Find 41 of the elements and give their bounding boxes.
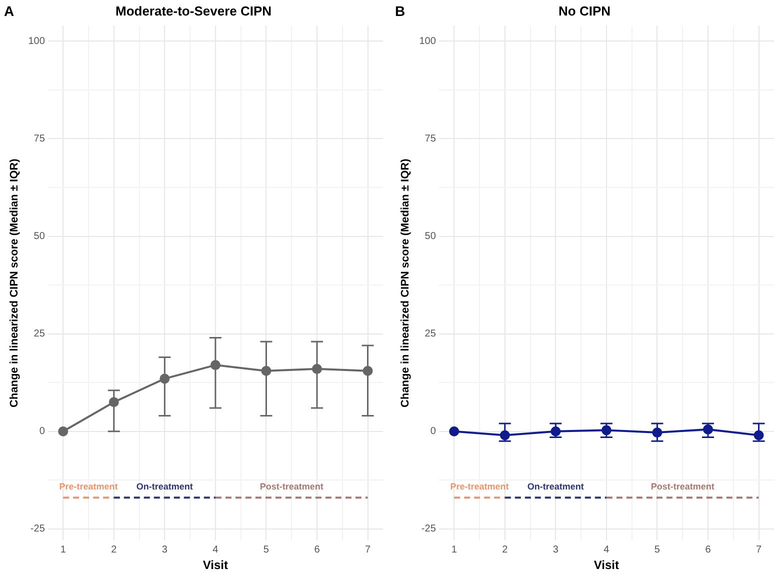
series-label: On-treatment	[527, 482, 584, 492]
y-tick-label: 25	[34, 328, 46, 340]
y-tick-label: 75	[424, 133, 436, 144]
y-axis-title: Change in linearized CIPN score (Median ± IQR)	[8, 158, 21, 408]
y-tick-label: 75	[34, 133, 46, 144]
x-tick-label: 6	[314, 544, 320, 556]
y-tick-label: 50	[34, 231, 46, 242]
text: B	[395, 3, 406, 19]
x-tick-label: 1	[451, 544, 458, 556]
y-tick-label: 100	[28, 36, 46, 47]
x-axis-title: Visit	[202, 558, 228, 572]
x-tick-label: 1	[60, 544, 66, 556]
y-tick-label: 50	[424, 231, 436, 242]
y-tick-label: 0	[39, 426, 46, 438]
x-tick-label: 6	[705, 544, 712, 556]
x-tick-label: 3	[552, 544, 559, 556]
x-tick-label: 4	[212, 544, 219, 556]
y-tick-label: -25	[30, 524, 46, 535]
y-tick-label: 0	[430, 426, 436, 438]
chart-title: Moderate-to-Severe CIPN	[115, 3, 272, 18]
text: A	[4, 3, 14, 19]
x-tick-label: 4	[604, 544, 610, 556]
series-label: Pre-treatment	[59, 482, 118, 492]
y-tick-label: 25	[424, 328, 436, 340]
x-tick-label: 5	[654, 544, 660, 556]
point	[58, 426, 68, 436]
chart-title: No CIPN	[558, 3, 610, 18]
series-label: Post-treatment	[260, 482, 324, 492]
x-axis-title: Visit	[594, 558, 620, 572]
x-tick-label: 7	[364, 544, 371, 556]
series-label: On-treatment	[136, 482, 193, 492]
x-tick-label: 2	[111, 544, 118, 556]
x-tick-label: 7	[756, 544, 762, 556]
y-tick-label: 100	[419, 36, 436, 47]
x-tick-label: 5	[263, 544, 270, 556]
x-tick-label: 3	[162, 544, 168, 556]
series-label: Post-treatment	[650, 482, 714, 492]
y-axis-title: Change in linearized CIPN score (Median ± IQR)	[400, 158, 412, 408]
series-label: Pre-treatment	[450, 482, 509, 492]
x-tick-label: 2	[502, 544, 508, 556]
y-tick-label: -25	[421, 524, 436, 535]
